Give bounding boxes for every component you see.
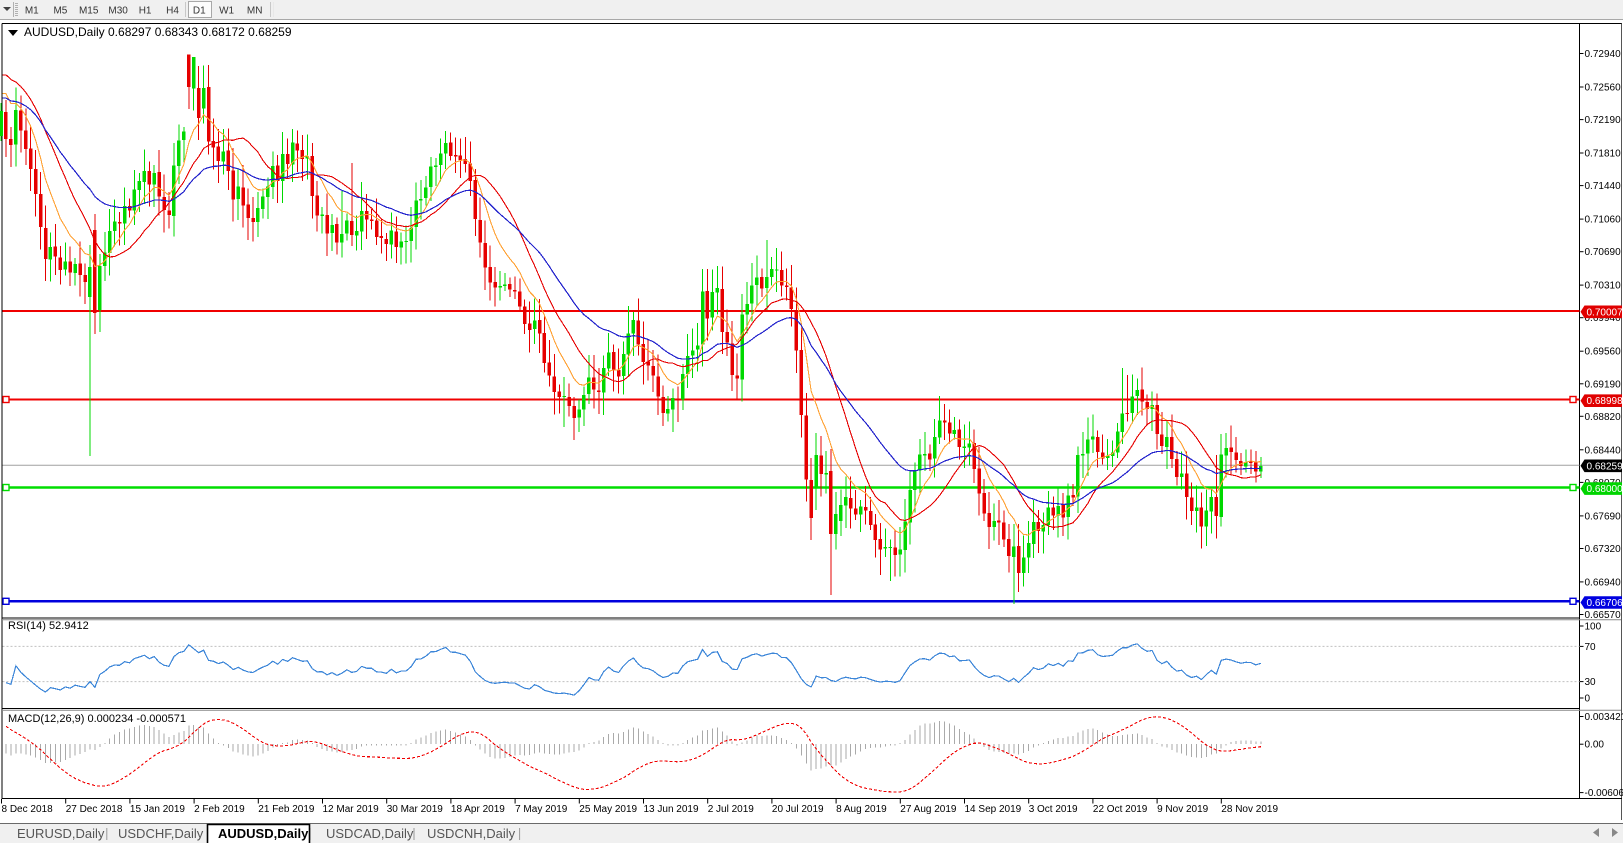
svg-text:AUDUSD,Daily: AUDUSD,Daily [218, 826, 309, 841]
svg-text:0.68259: 0.68259 [1587, 461, 1623, 472]
svg-text:20 Jul 2019: 20 Jul 2019 [772, 804, 824, 815]
svg-text:0.71810: 0.71810 [1585, 149, 1622, 160]
svg-text:MACD(12,26,9) 0.000234 -0.0005: MACD(12,26,9) 0.000234 -0.000571 [8, 713, 186, 725]
svg-text:21 Feb 2019: 21 Feb 2019 [258, 804, 315, 815]
svg-text:MN: MN [247, 6, 263, 17]
svg-text:0.66570: 0.66570 [1585, 610, 1622, 621]
svg-text:D1: D1 [193, 6, 206, 17]
svg-text:0.69940: 0.69940 [1585, 313, 1622, 324]
svg-text:2 Jul 2019: 2 Jul 2019 [708, 804, 755, 815]
svg-text:0.70690: 0.70690 [1585, 247, 1622, 258]
svg-text:0.72940: 0.72940 [1585, 49, 1622, 60]
svg-text:0.003421: 0.003421 [1585, 712, 1623, 723]
svg-text:0.71440: 0.71440 [1585, 181, 1622, 192]
svg-text:H1: H1 [139, 6, 152, 17]
svg-text:EURUSD,Daily: EURUSD,Daily [17, 826, 105, 841]
svg-text:H4: H4 [166, 6, 179, 17]
svg-text:USDCHF,Daily: USDCHF,Daily [118, 826, 204, 841]
svg-text:0.68820: 0.68820 [1585, 412, 1622, 423]
svg-text:14 Sep 2019: 14 Sep 2019 [965, 804, 1022, 815]
svg-text:0.67320: 0.67320 [1585, 544, 1622, 555]
svg-text:30 Mar 2019: 30 Mar 2019 [387, 804, 444, 815]
svg-text:0.66940: 0.66940 [1585, 577, 1622, 588]
svg-text:30: 30 [1585, 677, 1597, 688]
svg-text:13 Jun 2019: 13 Jun 2019 [644, 804, 699, 815]
svg-text:8 Aug 2019: 8 Aug 2019 [836, 804, 887, 815]
svg-text:M1: M1 [25, 6, 39, 17]
svg-text:0.70007: 0.70007 [1587, 307, 1623, 318]
svg-text:0.00: 0.00 [1585, 740, 1605, 751]
svg-text:M15: M15 [79, 6, 99, 17]
svg-text:0.72190: 0.72190 [1585, 115, 1622, 126]
svg-text:18 Apr 2019: 18 Apr 2019 [451, 804, 505, 815]
svg-text:0.67690: 0.67690 [1585, 511, 1622, 522]
svg-text:70: 70 [1585, 642, 1597, 653]
svg-text:0: 0 [1585, 694, 1591, 705]
svg-text:AUDUSD,Daily 0.68297 0.68343: AUDUSD,Daily 0.68297 0.68343 0.68172 0.6… [24, 25, 292, 39]
svg-text:8 Dec 2018: 8 Dec 2018 [2, 804, 54, 815]
svg-text:0.70310: 0.70310 [1585, 281, 1622, 292]
svg-text:M5: M5 [53, 6, 67, 17]
svg-text:USDCAD,Daily: USDCAD,Daily [326, 826, 414, 841]
svg-text:-0.006069: -0.006069 [1585, 788, 1623, 799]
svg-text:2 Feb 2019: 2 Feb 2019 [194, 804, 245, 815]
svg-text:USDCNH,Daily: USDCNH,Daily [427, 826, 516, 841]
svg-text:15 Jan 2019: 15 Jan 2019 [130, 804, 185, 815]
svg-text:0.66706: 0.66706 [1587, 598, 1623, 609]
svg-text:7 May 2019: 7 May 2019 [515, 804, 568, 815]
svg-text:0.69190: 0.69190 [1585, 379, 1622, 390]
svg-text:22 Oct 2019: 22 Oct 2019 [1093, 804, 1148, 815]
svg-text:0.71060: 0.71060 [1585, 215, 1622, 226]
svg-text:3 Oct 2019: 3 Oct 2019 [1029, 804, 1078, 815]
svg-text:W1: W1 [219, 6, 234, 17]
svg-text:27 Aug 2019: 27 Aug 2019 [900, 804, 957, 815]
svg-text:0.69560: 0.69560 [1585, 347, 1622, 358]
svg-text:M30: M30 [108, 6, 128, 17]
svg-text:27 Dec 2018: 27 Dec 2018 [66, 804, 123, 815]
svg-text:12 Mar 2019: 12 Mar 2019 [323, 804, 380, 815]
svg-text:28 Nov 2019: 28 Nov 2019 [1221, 804, 1278, 815]
svg-text:9 Nov 2019: 9 Nov 2019 [1157, 804, 1209, 815]
svg-text:0.68440: 0.68440 [1585, 445, 1622, 456]
svg-text:100: 100 [1585, 622, 1602, 633]
svg-text:0.68998: 0.68998 [1587, 396, 1623, 407]
svg-text:RSI(14) 52.9412: RSI(14) 52.9412 [8, 620, 89, 632]
svg-text:0.68000: 0.68000 [1587, 484, 1623, 495]
svg-text:25 May 2019: 25 May 2019 [579, 804, 637, 815]
svg-text:0.72560: 0.72560 [1585, 83, 1622, 94]
